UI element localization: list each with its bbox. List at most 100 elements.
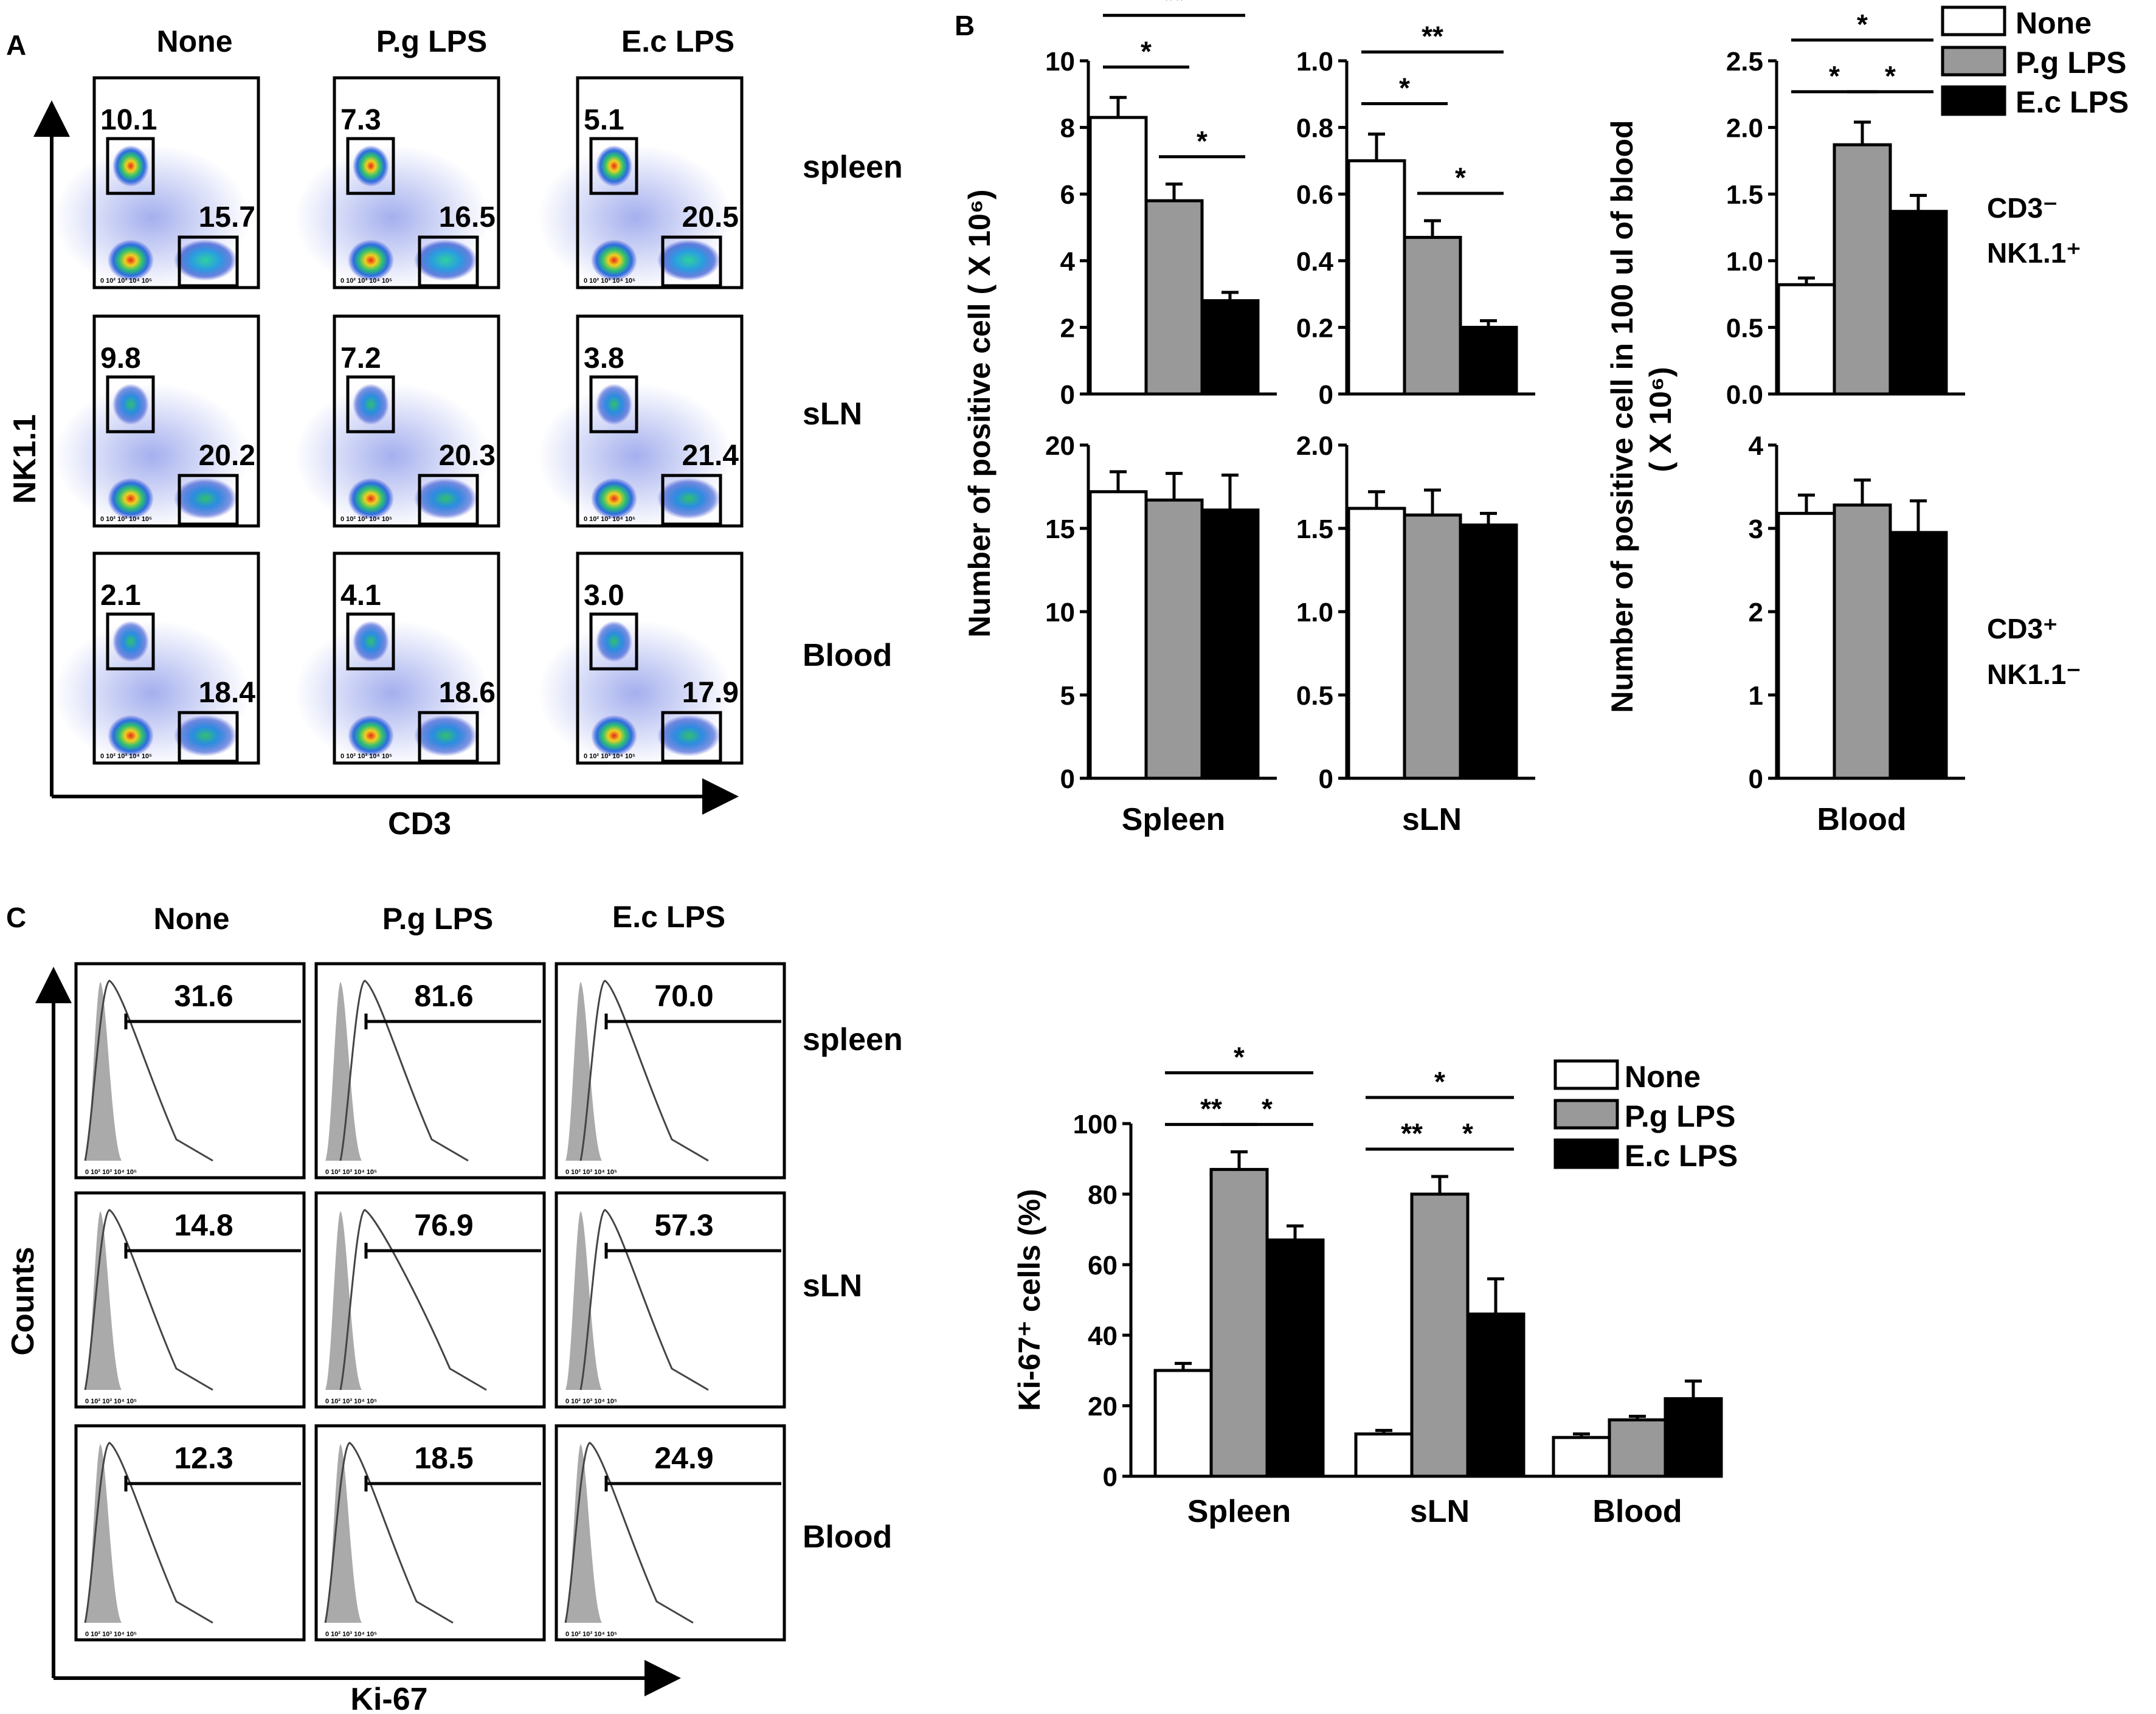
flow-x-ticks: 0 10² 10³ 10⁴ 10⁵ [584, 516, 635, 523]
significance-label: * [1462, 1118, 1473, 1149]
flow-nk-population [596, 145, 632, 187]
histogram-x-ticks: 0 10² 10³ 10⁴ 10⁵ [565, 1398, 617, 1405]
significance-label: * [1399, 72, 1410, 104]
histogram-isotype-fill [325, 982, 362, 1161]
flow-cd3-gate-value: 20.3 [439, 440, 496, 472]
histogram-x-ticks: 0 10² 10³ 10⁴ 10⁵ [565, 1169, 617, 1176]
panelC-header-none: None [154, 902, 230, 936]
panelB-row2-label-line2: NK1.1⁻ [1987, 658, 2081, 690]
flow-dn-population [108, 240, 154, 281]
significance-label: * [1234, 1041, 1245, 1073]
histogram-ki67-line [339, 980, 469, 1162]
histogram-blood-2: 24.9 0 10² 10³ 10⁴ 10⁵ [555, 1424, 786, 1642]
flow-plot-frame [576, 314, 744, 528]
flow-x-ticks: 0 10² 10³ 10⁴ 10⁵ [340, 516, 392, 523]
y-tick-label: 0 [1749, 764, 1763, 794]
flow-plot-blood-0: 0 10² 10³ 10⁴ 10⁵ 2.1 18.4 [55, 551, 260, 766]
flow-nk-gate-value: 2.1 [100, 579, 141, 612]
histogram-x-ticks: 0 10² 10³ 10⁴ 10⁵ [85, 1631, 137, 1638]
flow-cd3-gate [661, 711, 722, 763]
histogram-ki67-line [579, 1209, 709, 1391]
significance-label: * [1885, 60, 1896, 92]
flow-nk-gate [346, 612, 395, 671]
panelA-tissue-blood: Blood [803, 638, 892, 673]
panelC-tissue-spleen: spleen [803, 1022, 903, 1057]
x-axis-label: sLN [1402, 802, 1462, 837]
histogram-isotype-fill [565, 1211, 602, 1390]
panelB-y-label-right-line1: Number of positive cell in 100 ul of blo… [1605, 120, 1639, 713]
flow-plot-spleen-2: 0 10² 10³ 10⁴ 10⁵ 5.1 20.5 [538, 76, 744, 291]
panelB-legend-pg-swatch [1941, 46, 2006, 77]
histogram-isotype-fill [85, 1444, 122, 1623]
flow-cd3-gate [661, 474, 722, 526]
panelC-x-axis-label: Ki-67 [350, 1682, 427, 1714]
bar-pg-lps [1403, 513, 1462, 780]
y-tick-label: 0.0 [1726, 380, 1763, 410]
histogram-gate-value: 76.9 [414, 1208, 473, 1242]
histogram-x-ticks: 0 10² 10³ 10⁴ 10⁵ [325, 1169, 377, 1176]
flow-dn-population [591, 478, 637, 519]
bar-ec-lps [1200, 508, 1260, 780]
flow-plot-frame [333, 551, 500, 765]
panelC-header-ec: E.c LPS [612, 900, 725, 934]
flow-cd3-population [414, 240, 477, 281]
y-tick-label: 2 [1060, 313, 1075, 343]
histogram-ki67-line [324, 1442, 454, 1624]
panelA-y-axis-label: NK1.1 [7, 414, 43, 503]
panelC-tissue-sln: sLN [803, 1268, 862, 1304]
flow-cd3-gate [178, 711, 239, 763]
y-tick-label: 1.5 [1296, 514, 1333, 544]
bar-blood-ec-lps [1664, 1397, 1723, 1478]
y-tick-label: 0.5 [1726, 313, 1763, 343]
histogram-gate-value: 81.6 [414, 979, 473, 1013]
panelB-legend-pg-label: P.g LPS [2016, 46, 2126, 80]
y-tick-label: 4 [1060, 247, 1076, 277]
y-tick-label: 3 [1749, 514, 1763, 544]
flow-plot-frame [333, 314, 500, 528]
x-axis-label: Spleen [1122, 802, 1226, 837]
flow-cd3-population [174, 478, 237, 519]
panelA-header-none: None [157, 24, 233, 58]
y-tick-label: 1.0 [1726, 247, 1763, 277]
panel-label-a: A [6, 29, 26, 61]
flow-plot-spleen-0: 0 10² 10³ 10⁴ 10⁵ 10.1 15.7 [55, 76, 260, 291]
y-tick-label: 1.0 [1296, 47, 1333, 77]
flow-nk-gate [106, 137, 155, 195]
histogram-sln-0: 14.8 0 10² 10³ 10⁴ 10⁵ [74, 1191, 306, 1409]
histogram-gate-value: 70.0 [654, 979, 713, 1013]
y-tick-label: 15 [1045, 514, 1075, 544]
histogram-x-ticks: 0 10² 10³ 10⁴ 10⁵ [85, 1398, 137, 1405]
histogram-ki67-line [84, 1209, 213, 1391]
significance-label: * [1829, 60, 1840, 92]
significance-label: ** [1401, 1118, 1423, 1149]
histogram-frame [314, 1424, 546, 1642]
flow-cd3-gate [178, 235, 239, 288]
panelB-legend-ec-label: E.c LPS [2016, 85, 2129, 119]
bar-sln-ec-lps [1466, 1312, 1525, 1478]
histogram-x-ticks: 0 10² 10³ 10⁴ 10⁵ [85, 1169, 137, 1176]
flow-cd3-gate [418, 711, 479, 763]
flow-cd3-gate [661, 235, 722, 288]
bar-blood-none [1552, 1436, 1611, 1478]
flow-nk-gate-value: 7.2 [340, 342, 381, 375]
flow-plot-frame [92, 76, 260, 289]
flow-cd3-gate-value: 16.5 [439, 201, 496, 233]
flow-plot-frame [92, 314, 260, 528]
histogram-x-ticks: 0 10² 10³ 10⁴ 10⁵ [565, 1631, 617, 1638]
histogram-frame [74, 962, 306, 1180]
flow-cd3-population [657, 478, 720, 519]
y-tick-label: 60 [1088, 1251, 1118, 1280]
histogram-gate-value: 31.6 [174, 979, 233, 1013]
x-category-label: Blood [1592, 1494, 1682, 1529]
y-tick-label: 10 [1045, 598, 1075, 627]
y-tick-label: 0 [1319, 764, 1333, 794]
flow-cd3-population [174, 240, 237, 281]
flow-nk-gate [106, 375, 155, 434]
panelC-header-pg: P.g LPS [382, 902, 493, 936]
flow-nk-population [353, 384, 389, 425]
histogram-frame [555, 1424, 786, 1642]
flow-cd3-gate-value: 21.4 [682, 440, 739, 472]
bar-spleen-pg-lps [1209, 1167, 1269, 1478]
flow-cd3-gate-value: 20.5 [682, 201, 739, 233]
histogram-frame [555, 962, 786, 1180]
